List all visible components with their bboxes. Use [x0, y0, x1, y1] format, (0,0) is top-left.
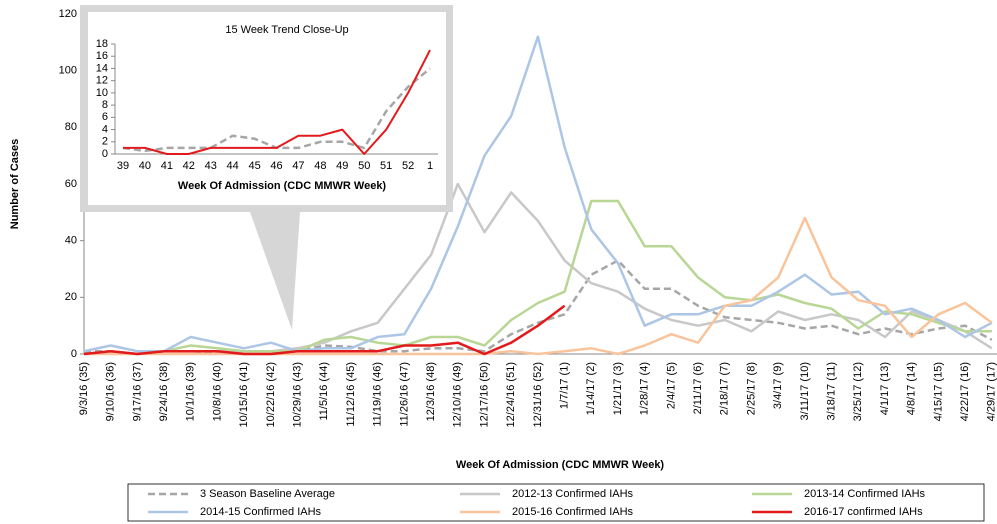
x-tick-label: 2/18/17 (7)	[719, 362, 731, 415]
legend-label: 2014-15 Confirmed IAHs	[200, 506, 322, 518]
inset-title: 15 Week Trend Close-Up	[225, 24, 348, 36]
legend-label: 2016-17 confirmed IAHs	[804, 506, 923, 518]
x-tick-label: 1/28/17 (4)	[639, 362, 651, 415]
x-tick-label: 10/8/16 (40)	[211, 362, 223, 421]
x-tick-label: 3/4/17 (9)	[772, 362, 784, 409]
x-tick-label: 12/3/16 (48)	[425, 362, 437, 421]
x-tick-label: 45	[248, 160, 260, 172]
x-tick-label: 9/10/16 (36)	[105, 362, 117, 421]
x-tick-label: 39	[117, 160, 129, 172]
x-tick-label: 11/12/16 (45)	[345, 362, 357, 427]
x-tick-label: 40	[139, 160, 151, 172]
y-axis-title: Number of Cases	[9, 139, 21, 229]
y-tick-label: 12	[96, 75, 108, 87]
y-tick-label: 40	[65, 235, 77, 247]
x-tick-label: 42	[183, 160, 195, 172]
y-tick-label: 18	[96, 38, 108, 50]
x-tick-label: 2/4/17 (5)	[665, 362, 677, 409]
series-line	[83, 35, 993, 353]
legend-label: 2012-13 Confirmed IAHs	[512, 488, 634, 500]
x-tick-label: 4/8/17 (14)	[906, 362, 918, 415]
x-tick-label: 46	[270, 160, 282, 172]
x-tick-label: 51	[380, 160, 392, 172]
x-tick-label: 41	[161, 160, 173, 172]
inset-x-axis-title: Week Of Admission (CDC MMWR Week)	[178, 180, 387, 192]
x-tick-label: 4/1/17 (13)	[879, 362, 891, 415]
y-tick-label: 80	[65, 121, 77, 133]
x-tick-label: 52	[402, 160, 414, 172]
y-tick-label: 6	[102, 111, 108, 123]
y-tick-label: 16	[96, 50, 108, 62]
x-tick-label: 10/15/16 (41)	[238, 362, 250, 427]
y-tick-label: 2	[102, 136, 108, 148]
inset-panel	[88, 12, 446, 205]
x-tick-label: 10/29/16 (43)	[292, 362, 304, 427]
legend-label: 2013-14 Confirmed IAHs	[804, 488, 926, 500]
y-tick-label: 4	[102, 123, 108, 135]
x-tick-label: 4/29/17 (17)	[986, 362, 997, 421]
y-tick-label: 120	[59, 8, 77, 20]
x-tick-label: 12/10/16 (49)	[452, 362, 464, 427]
x-tick-label: 11/19/16 (46)	[372, 362, 384, 427]
x-tick-label: 47	[292, 160, 304, 172]
x-tick-label: 10/22/16 (42)	[265, 362, 277, 427]
series-line	[84, 259, 993, 356]
x-tick-label: 9/3/16 (35)	[78, 362, 90, 415]
x-tick-label: 9/24/16 (38)	[158, 362, 170, 421]
x-tick-label: 43	[205, 160, 217, 172]
x-tick-label: 4/15/17 (15)	[932, 362, 944, 421]
x-tick-label: 11/26/16 (47)	[398, 362, 410, 427]
x-tick-label: 3/25/17 (12)	[852, 362, 864, 421]
x-tick-label: 49	[336, 160, 348, 172]
series-line	[123, 49, 431, 155]
x-tick-label: 2/11/17 (6)	[692, 362, 704, 414]
legend-box	[127, 483, 985, 522]
y-tick-label: 100	[59, 65, 77, 77]
y-tick-label: 20	[65, 291, 77, 303]
y-tick-label: 14	[96, 62, 108, 74]
x-tick-label: 50	[358, 160, 370, 172]
legend-label: 2015-16 Confirmed IAHs	[512, 506, 634, 518]
main-chart: Number of Cases Week Of Admission (CDC M…	[9, 8, 997, 522]
x-axis-title: Week Of Admission (CDC MMWR Week)	[456, 459, 665, 471]
x-tick-label: 2/25/17 (8)	[745, 362, 757, 415]
x-tick-label: 9/17/16 (37)	[131, 362, 143, 421]
x-tick-label: 1/14/17 (2)	[585, 362, 597, 415]
x-tick-label: 44	[227, 160, 239, 172]
x-tick-label: 11/5/16 (44)	[318, 362, 330, 421]
x-tick-label: 1/7/17 (1)	[559, 362, 571, 409]
x-tick-label: 12/31/16 (52)	[532, 362, 544, 427]
x-tick-label: 1	[427, 160, 433, 172]
x-tick-label: 1/21/17 (3)	[612, 362, 624, 415]
x-tick-label: 3/18/17 (11)	[826, 362, 838, 421]
y-tick-label: 60	[65, 178, 77, 190]
x-tick-label: 3/11/17 (10)	[799, 362, 811, 421]
series-line	[83, 199, 992, 356]
y-tick-label: 8	[102, 99, 108, 111]
x-tick-label: 10/1/16 (39)	[185, 362, 197, 421]
x-tick-label: 12/17/16 (50)	[478, 362, 490, 427]
y-tick-label: 0	[102, 148, 108, 160]
y-tick-label: 0	[71, 348, 77, 360]
x-tick-label: 4/22/17 (16)	[959, 362, 971, 421]
x-tick-label: 48	[314, 160, 326, 172]
series-line	[83, 304, 566, 356]
x-tick-label: 12/24/16 (51)	[505, 362, 517, 427]
y-tick-label: 10	[96, 87, 108, 99]
legend-label: 3 Season Baseline Average	[200, 488, 335, 500]
inset-chart: 15 Week Trend Close-Up Week Of Admission…	[96, 24, 438, 192]
